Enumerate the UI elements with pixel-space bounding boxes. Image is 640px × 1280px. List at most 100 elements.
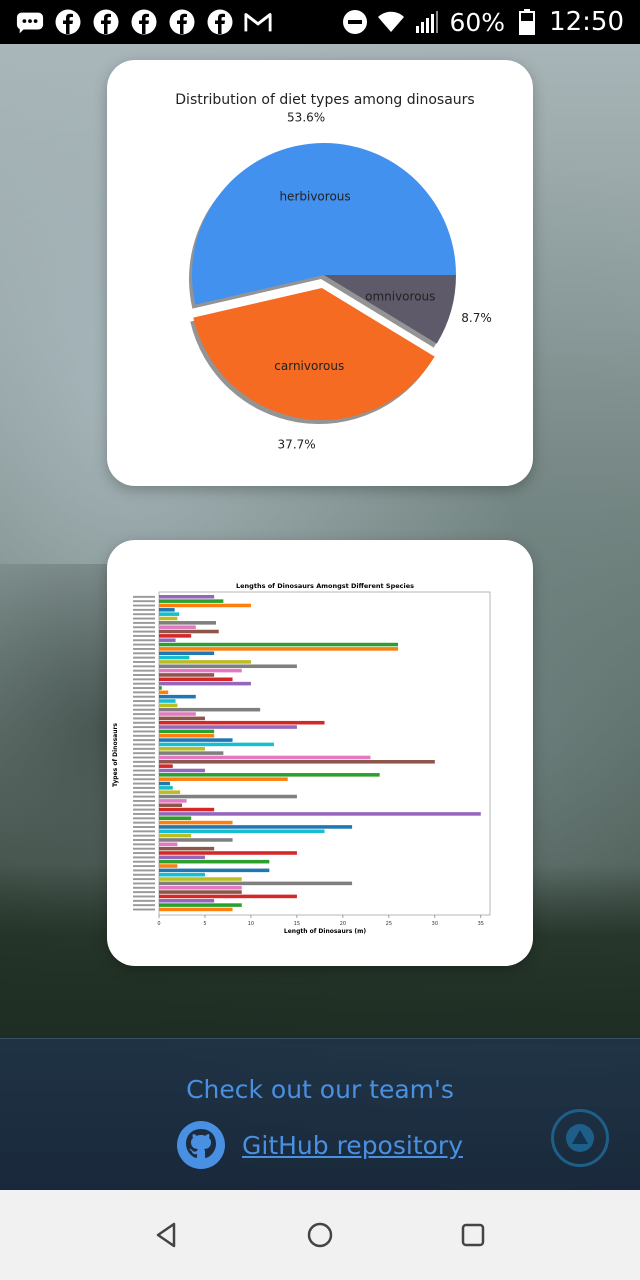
bar [159, 790, 181, 794]
bar [159, 664, 297, 669]
y-tick-label [133, 808, 155, 811]
y-tick-label [133, 830, 155, 833]
bar [159, 707, 261, 712]
bar [159, 799, 187, 803]
facebook-icon [92, 8, 120, 36]
y-tick-label [133, 786, 155, 789]
y-tick-label [133, 817, 155, 820]
bar [159, 825, 353, 829]
y-tick-label [133, 773, 155, 776]
y-tick-label [133, 704, 155, 707]
navigation-bar [0, 1190, 640, 1280]
y-tick-label [133, 717, 155, 720]
y-tick-label [133, 669, 155, 672]
pie-slice-herbivorous [192, 143, 456, 305]
y-tick-label [133, 826, 155, 828]
y-tick-label [133, 865, 155, 868]
x-tick-label: 30 [432, 921, 438, 927]
github-row[interactable]: GitHub repository [176, 1120, 463, 1170]
y-tick-label [133, 869, 155, 872]
y-tick-label [133, 878, 155, 881]
bar [159, 746, 205, 751]
bar [159, 829, 325, 834]
x-tick-label: 0 [157, 921, 160, 927]
wifi-icon [377, 8, 405, 36]
x-tick-label: 25 [386, 921, 392, 927]
y-tick-label [133, 626, 155, 629]
y-tick-label [133, 687, 155, 690]
bar [159, 881, 353, 886]
y-tick-label [133, 678, 155, 681]
bar [159, 794, 297, 799]
bar [159, 872, 205, 877]
x-axis-label: Length of Dinosaurs (m) [284, 928, 366, 935]
bar [159, 855, 205, 860]
recents-button[interactable] [453, 1215, 493, 1255]
footer: Check out our team's [0, 1038, 640, 1190]
bar [159, 612, 180, 616]
bar [159, 781, 171, 786]
bar [159, 890, 242, 894]
bar [159, 742, 274, 747]
y-tick-label [133, 760, 155, 763]
y-tick-label [133, 821, 155, 824]
y-tick-label [133, 834, 155, 837]
home-button[interactable] [300, 1215, 340, 1255]
notification-icons [16, 8, 272, 36]
github-repository-link[interactable]: GitHub repository [242, 1130, 463, 1160]
bar [159, 786, 173, 790]
bar [159, 846, 215, 851]
bar [159, 903, 242, 907]
bar [159, 738, 233, 742]
bar [159, 595, 215, 599]
bar [159, 651, 215, 656]
footer-text: Check out our team's [186, 1075, 454, 1104]
github-icon[interactable] [176, 1120, 226, 1170]
bar [159, 768, 205, 773]
status-bar: 60% 12:50 [0, 0, 640, 44]
bar [159, 816, 192, 821]
y-tick-label [133, 613, 155, 616]
y-tick-label [133, 600, 155, 603]
y-tick-label [133, 778, 155, 781]
y-tick-label [133, 904, 155, 907]
scroll-to-top-button[interactable] [551, 1109, 609, 1167]
bar [159, 716, 205, 721]
y-tick-label [133, 908, 155, 911]
y-tick-label [133, 804, 155, 807]
bar [159, 599, 224, 603]
pie-slice-omnivorous [324, 275, 456, 344]
x-tick-label: 20 [340, 921, 346, 927]
bar [159, 673, 215, 677]
bar [159, 690, 169, 695]
bar [159, 660, 251, 664]
y-tick-label [133, 752, 155, 755]
bar [159, 712, 196, 716]
y-tick-label [133, 739, 155, 742]
facebook-icon [206, 8, 234, 36]
signal-icon [413, 8, 441, 36]
x-tick-label: 5 [203, 921, 206, 927]
y-tick-label [133, 882, 155, 885]
bar [159, 621, 217, 625]
bar [159, 851, 297, 855]
bar [159, 755, 371, 760]
battery-percent: 60% [449, 7, 506, 37]
y-tick-label [133, 639, 155, 642]
y-tick-label [133, 630, 155, 633]
y-tick-label [133, 765, 155, 768]
bar [159, 720, 325, 725]
battery-icon [513, 8, 541, 36]
clock: 12:50 [549, 7, 624, 37]
y-axis-label: Types of Dinosaurs [112, 723, 119, 787]
pie-percent-label: 37.7% [278, 437, 316, 451]
bar [159, 668, 242, 673]
diet-chart-card: Distribution of diet types among dinosau… [107, 60, 533, 486]
y-tick-label [133, 682, 155, 685]
bar [159, 686, 162, 690]
bar [159, 812, 481, 816]
y-tick-label [133, 661, 155, 663]
back-button[interactable] [147, 1215, 187, 1255]
bar [159, 877, 242, 881]
y-tick-label [133, 791, 155, 794]
